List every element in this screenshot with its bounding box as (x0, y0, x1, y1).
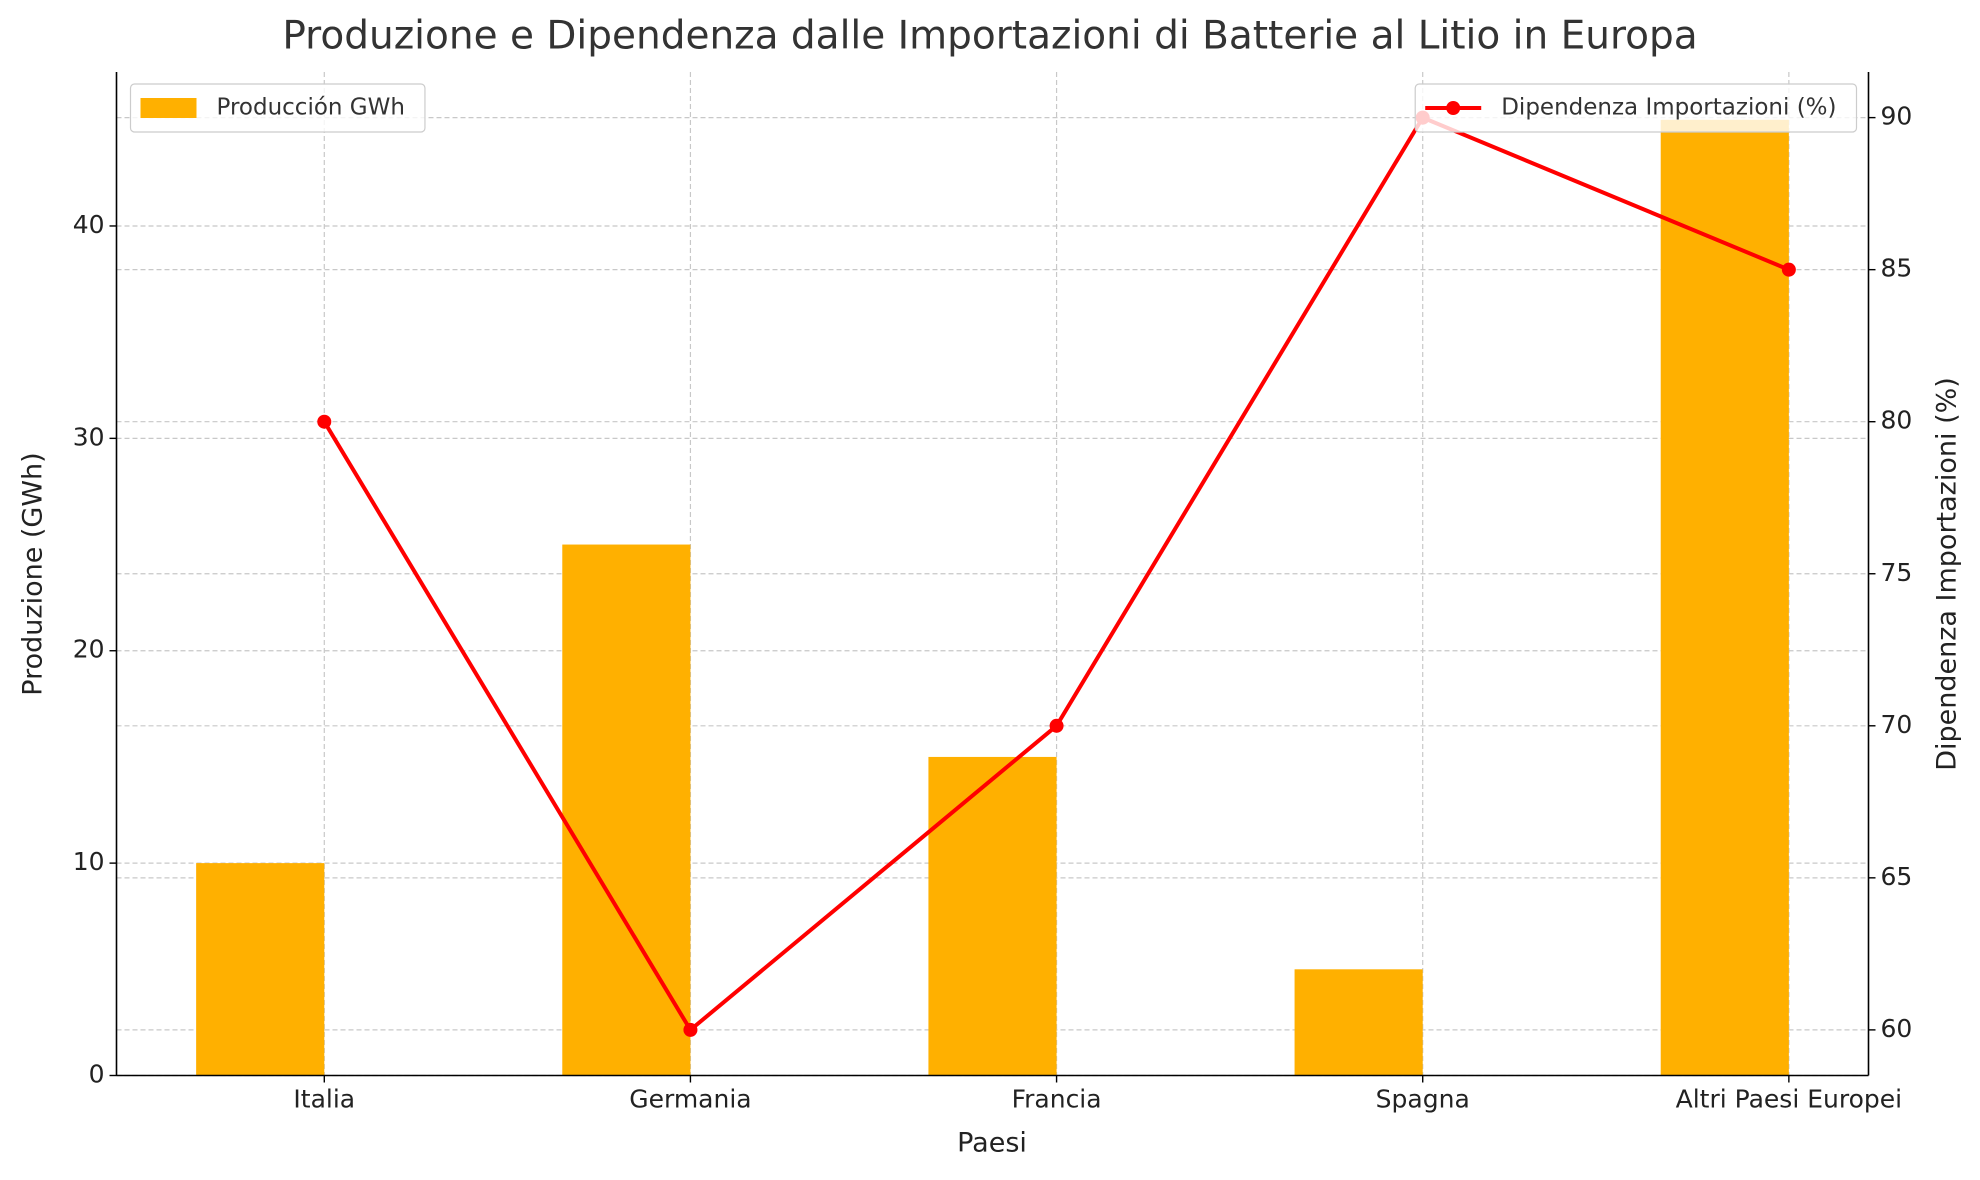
legend-label: Dipendenza Importazioni (%) (1501, 95, 1836, 121)
y2-tick-label: 85 (1881, 254, 1913, 283)
legend-box (1414, 83, 1858, 133)
bar (196, 863, 325, 1076)
legend: Dipendenza Importazioni (%) (1414, 83, 1858, 133)
y-tick-label: 20 (73, 635, 105, 664)
y2-tick-label: 80 (1881, 406, 1913, 435)
y2-tick-label: 70 (1881, 710, 1913, 739)
x-tick-label: Altri Paesi Europei (1676, 1085, 1902, 1114)
y-tick-label: 10 (73, 847, 105, 876)
y2-tick-label: 60 (1881, 1014, 1913, 1043)
legend-label: Producción GWh (217, 95, 405, 121)
x-tick-label: Italia (293, 1085, 355, 1114)
chart-title: Produzione e Dipendenza dalle Importazio… (282, 14, 1697, 59)
y2-tick-label: 65 (1881, 862, 1913, 891)
point (317, 414, 332, 429)
y2-tick-label: 90 (1881, 102, 1913, 131)
x-tick-label: Spagna (1376, 1085, 1470, 1114)
legend-swatch (140, 98, 197, 118)
legend: Producción GWh (129, 83, 426, 133)
y2-tick-label: 75 (1881, 558, 1913, 587)
point (1049, 718, 1064, 733)
y-tick-label: 30 (73, 422, 105, 451)
point (683, 1022, 698, 1037)
x-axis-label: Paesi (957, 1128, 1027, 1159)
y2-axis-label: Dipendenza Importazioni (%) (1932, 377, 1963, 771)
x-tick-label: Francia (1012, 1085, 1102, 1114)
legend-marker (1446, 101, 1461, 115)
y-axis-label: Produzione (GWh) (18, 452, 49, 695)
bar (562, 544, 691, 1076)
x-tick-label: Germania (629, 1085, 751, 1114)
bar (1660, 119, 1789, 1076)
y-tick-label: 40 (73, 210, 105, 239)
y-tick-label: 0 (89, 1060, 105, 1089)
bar (928, 756, 1057, 1076)
bar (1294, 969, 1423, 1076)
legend-box (129, 83, 426, 133)
plot-area (196, 110, 1796, 1076)
axes: 0 10 20 30 40 60 65 70 75 80 85 90 Italia Germania Fra… (73, 72, 1913, 1114)
point (1781, 262, 1796, 277)
